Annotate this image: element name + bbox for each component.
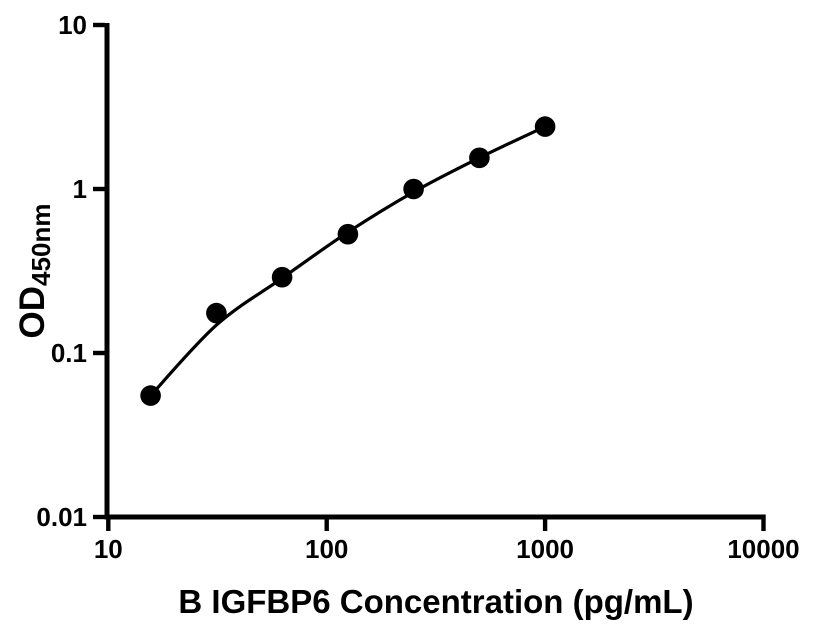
x-tick-label: 100: [305, 534, 348, 564]
fit-curve-group: [149, 125, 546, 397]
data-point: [534, 116, 556, 137]
data-point: [337, 223, 359, 245]
data-point: [206, 302, 227, 324]
y-tick-label: 0.01: [36, 502, 87, 532]
y-axis-title: OD450nm: [13, 204, 56, 339]
data-points-group: [140, 116, 556, 406]
x-tick-label: 1000: [516, 534, 574, 564]
y-tick-label: 10: [58, 10, 87, 40]
data-point: [403, 178, 424, 200]
y-tick-label: 1: [73, 174, 87, 204]
data-point: [469, 147, 490, 169]
data-point: [140, 385, 161, 406]
y-tick-label: 0.1: [51, 338, 87, 368]
fit-curve: [149, 125, 546, 397]
data-point: [271, 266, 293, 288]
x-axis-title: B IGFBP6 Concentration (pg/mL): [178, 583, 693, 620]
tick-labels-group: 0.01 0.1 1 10 10 100 1000 10000: [36, 10, 799, 564]
ticks-group: [93, 22, 766, 531]
y-axis-title-main: OD: [13, 286, 52, 339]
y-axis-title-subscript: 450nm: [26, 204, 56, 286]
x-tick-label: 10: [94, 534, 123, 564]
axes-group: [104, 23, 766, 520]
x-tick-label: 10000: [727, 534, 799, 564]
axis-spine: [104, 23, 766, 520]
